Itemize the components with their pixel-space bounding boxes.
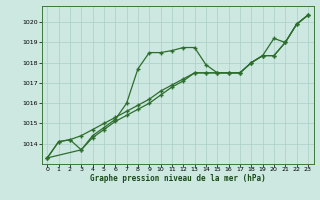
X-axis label: Graphe pression niveau de la mer (hPa): Graphe pression niveau de la mer (hPa) — [90, 174, 266, 183]
